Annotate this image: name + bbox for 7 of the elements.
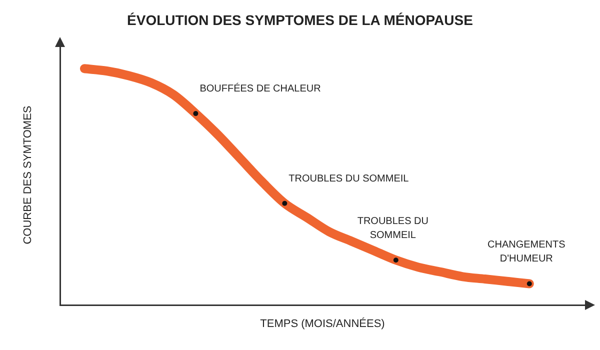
annotation: TROUBLES DU SOMMEIL [357, 216, 428, 242]
annotation: TROUBLES DU SOMMEIL [288, 173, 410, 184]
y-axis-title: COURBE DES SYMTOMES [22, 106, 34, 244]
x-axis-title: TEMPS (MOIS/ANNÉES) [259, 318, 386, 330]
chart-title: ÉVOLUTION DES SYMPTOMES DE LA MÉNOPAUSE [126, 12, 474, 28]
annotation: BOUFFÉES DE CHALEUR [200, 82, 321, 95]
annotation: CHANGEMENTS D'HUMEUR [487, 240, 566, 265]
